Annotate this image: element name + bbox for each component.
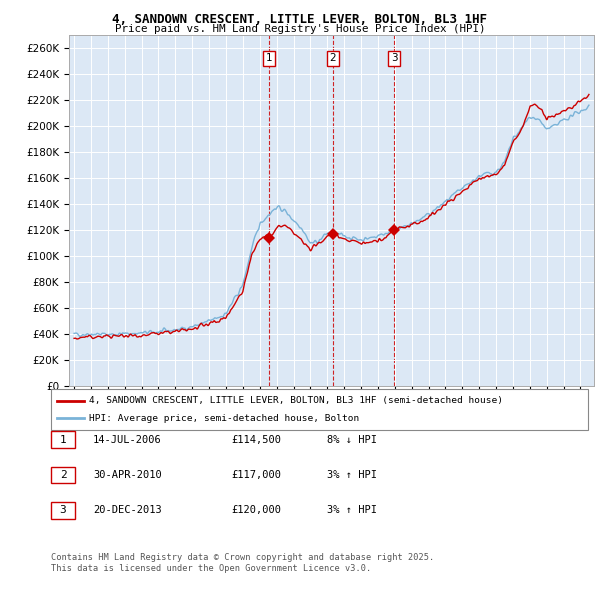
Text: £117,000: £117,000 [231,470,281,480]
Text: Contains HM Land Registry data © Crown copyright and database right 2025.
This d: Contains HM Land Registry data © Crown c… [51,553,434,573]
Text: 8% ↓ HPI: 8% ↓ HPI [327,435,377,444]
Text: 20-DEC-2013: 20-DEC-2013 [93,506,162,515]
Text: 4, SANDOWN CRESCENT, LITTLE LEVER, BOLTON, BL3 1HF (semi-detached house): 4, SANDOWN CRESCENT, LITTLE LEVER, BOLTO… [89,396,503,405]
Text: 4, SANDOWN CRESCENT, LITTLE LEVER, BOLTON, BL3 1HF: 4, SANDOWN CRESCENT, LITTLE LEVER, BOLTO… [113,13,487,26]
Text: £114,500: £114,500 [231,435,281,444]
Text: 3: 3 [391,53,398,63]
Text: 1: 1 [266,53,272,63]
Text: HPI: Average price, semi-detached house, Bolton: HPI: Average price, semi-detached house,… [89,414,359,423]
Text: 3% ↑ HPI: 3% ↑ HPI [327,470,377,480]
Text: 3: 3 [59,506,67,515]
Text: 1: 1 [59,435,67,444]
Text: 30-APR-2010: 30-APR-2010 [93,470,162,480]
Text: £120,000: £120,000 [231,506,281,515]
Text: 2: 2 [329,53,336,63]
Text: 3% ↑ HPI: 3% ↑ HPI [327,506,377,515]
Text: 2: 2 [59,470,67,480]
Text: 14-JUL-2006: 14-JUL-2006 [93,435,162,444]
Text: Price paid vs. HM Land Registry's House Price Index (HPI): Price paid vs. HM Land Registry's House … [115,24,485,34]
